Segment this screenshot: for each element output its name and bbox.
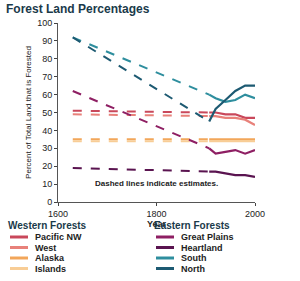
svg-text:South: South xyxy=(181,253,207,263)
svg-text:100: 100 xyxy=(37,18,52,28)
svg-text:Forest Land Percentages: Forest Land Percentages xyxy=(6,2,150,16)
svg-text:Percent of Total Land that is: Percent of Total Land that is Forested xyxy=(24,46,33,179)
svg-text:30: 30 xyxy=(42,143,52,153)
svg-text:20: 20 xyxy=(42,161,52,171)
svg-text:1800: 1800 xyxy=(146,209,166,219)
svg-text:Western Forests: Western Forests xyxy=(8,220,87,231)
svg-text:Eastern Forests: Eastern Forests xyxy=(154,220,230,231)
svg-text:Year: Year xyxy=(147,219,167,229)
svg-text:50: 50 xyxy=(42,108,52,118)
svg-text:Alaska: Alaska xyxy=(35,253,65,263)
svg-text:90: 90 xyxy=(42,36,52,46)
svg-text:Dashed lines indicate estimate: Dashed lines indicate estimates. xyxy=(95,179,218,188)
svg-text:North: North xyxy=(181,264,205,274)
svg-text:40: 40 xyxy=(42,126,52,136)
svg-text:1600: 1600 xyxy=(48,209,68,219)
svg-text:80: 80 xyxy=(42,54,52,64)
svg-text:West: West xyxy=(35,243,56,253)
svg-text:70: 70 xyxy=(42,72,52,82)
svg-text:Pacific NW: Pacific NW xyxy=(35,232,82,242)
svg-text:60: 60 xyxy=(42,90,52,100)
svg-text:0: 0 xyxy=(47,197,52,207)
svg-text:10: 10 xyxy=(42,179,52,189)
svg-text:2000: 2000 xyxy=(245,209,265,219)
svg-text:Great Plains: Great Plains xyxy=(181,232,234,242)
svg-text:Heartland: Heartland xyxy=(181,243,223,253)
svg-text:Islands: Islands xyxy=(35,264,66,274)
